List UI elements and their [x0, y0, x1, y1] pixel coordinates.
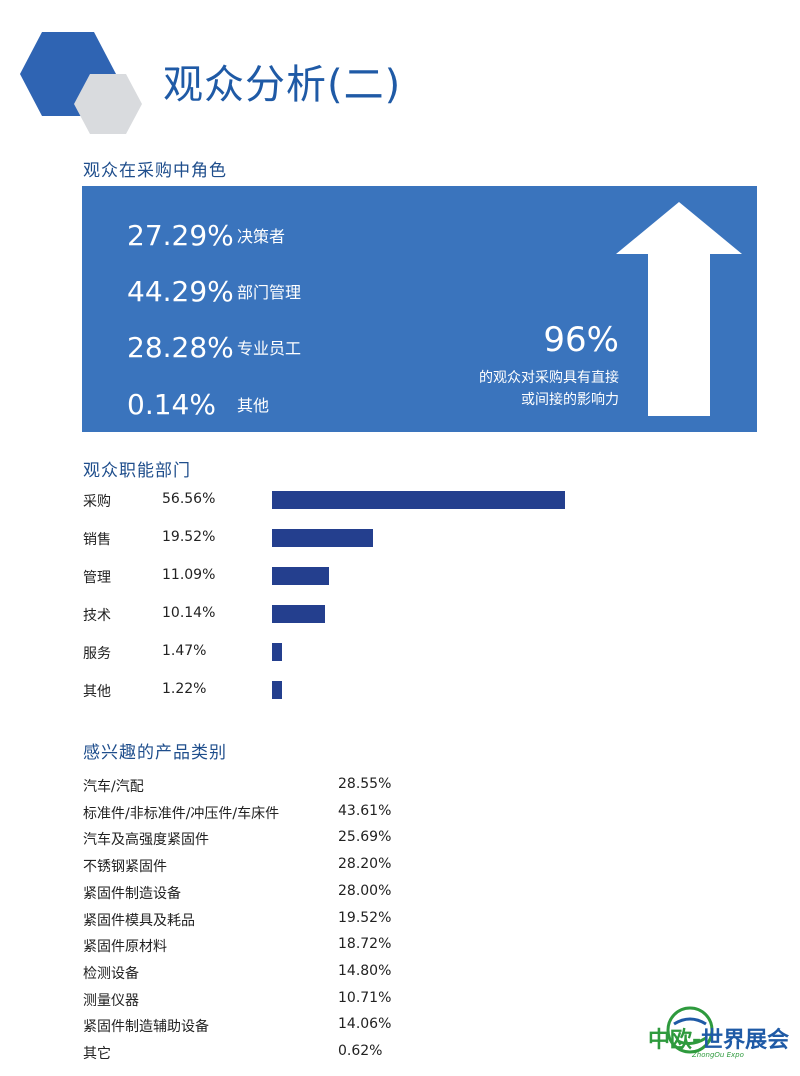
department-label: 采购 — [83, 494, 111, 510]
product-label: 不锈钢紧固件 — [83, 859, 167, 875]
product-label: 其它 — [83, 1046, 111, 1062]
product-pct: 18.72% — [338, 936, 392, 952]
role-pct: 0.14% — [127, 387, 216, 421]
product-pct: 28.20% — [338, 856, 392, 872]
product-pct: 14.06% — [338, 1016, 392, 1032]
influence-value: 96% — [543, 320, 619, 360]
role-pct: 28.28% — [127, 330, 234, 364]
product-pct: 0.62% — [338, 1043, 383, 1059]
logo-text: 中欧-世界展会 — [648, 1022, 789, 1054]
up-arrow-icon — [616, 202, 742, 416]
department-label: 销售 — [83, 532, 111, 548]
role-label: 专业员工 — [237, 339, 302, 358]
product-pct: 28.55% — [338, 776, 392, 792]
zhongou-expo-logo: 中欧-世界展会 ZhongOu Expo — [648, 1002, 793, 1070]
products-section-title: 感兴趣的产品类别 — [83, 743, 227, 763]
gray-hexagon-icon — [74, 74, 142, 134]
product-label: 紧固件原材料 — [83, 939, 167, 955]
department-pct: 1.22% — [162, 681, 207, 697]
product-pct: 10.71% — [338, 990, 392, 1006]
product-pct: 14.80% — [338, 963, 392, 979]
roles-panel: 27.29% 决策者 44.29% 部门管理 28.28% 专业员工 0.14%… — [82, 186, 757, 432]
department-bar — [272, 529, 373, 547]
product-pct: 28.00% — [338, 883, 392, 899]
role-pct: 44.29% — [127, 274, 234, 308]
department-label: 技术 — [83, 608, 111, 624]
department-label: 其他 — [83, 684, 111, 700]
department-pct: 11.09% — [162, 567, 216, 583]
product-label: 测量仪器 — [83, 993, 139, 1009]
department-pct: 10.14% — [162, 605, 216, 621]
role-row: 0.14% 其他 — [127, 384, 269, 424]
product-label: 紧固件制造辅助设备 — [83, 1019, 209, 1035]
globe-logo-icon — [666, 1006, 714, 1054]
role-row: 44.29% 部门管理 — [127, 271, 301, 311]
department-label: 管理 — [83, 570, 111, 586]
department-label: 服务 — [83, 646, 111, 662]
page-title: 观众分析(二) — [163, 62, 402, 108]
logo-text-green: 中欧- — [648, 1028, 702, 1053]
product-label: 紧固件制造设备 — [83, 886, 181, 902]
department-pct: 1.47% — [162, 643, 207, 659]
department-pct: 56.56% — [162, 491, 216, 507]
influence-note-line1: 的观众对采购具有直接 — [479, 370, 619, 386]
product-label: 紧固件模具及耗品 — [83, 913, 195, 929]
logo-text-blue: 世界展会 — [701, 1028, 790, 1053]
product-label: 检测设备 — [83, 966, 139, 982]
product-label: 标准件/非标准件/冲压件/车床件 — [83, 806, 280, 822]
product-pct: 43.61% — [338, 803, 392, 819]
department-bar — [272, 681, 282, 699]
role-label: 其他 — [237, 396, 270, 415]
department-bar — [272, 643, 282, 661]
role-label: 决策者 — [237, 227, 286, 246]
department-bar — [272, 491, 565, 509]
influence-note-line2: 或间接的影响力 — [521, 392, 619, 408]
product-pct: 19.52% — [338, 910, 392, 926]
department-bar — [272, 567, 329, 585]
roles-section-title: 观众在采购中角色 — [83, 161, 227, 181]
logo-subtitle: ZhongOu Expo — [692, 1051, 744, 1059]
role-row: 27.29% 决策者 — [127, 215, 285, 255]
role-pct: 27.29% — [127, 218, 234, 252]
product-label: 汽车/汽配 — [83, 779, 144, 795]
department-pct: 19.52% — [162, 529, 216, 545]
department-bar — [272, 605, 325, 623]
role-label: 部门管理 — [237, 283, 302, 302]
departments-section-title: 观众职能部门 — [83, 461, 191, 481]
product-pct: 25.69% — [338, 829, 392, 845]
role-row: 28.28% 专业员工 — [127, 327, 301, 367]
product-label: 汽车及高强度紧固件 — [83, 832, 209, 848]
